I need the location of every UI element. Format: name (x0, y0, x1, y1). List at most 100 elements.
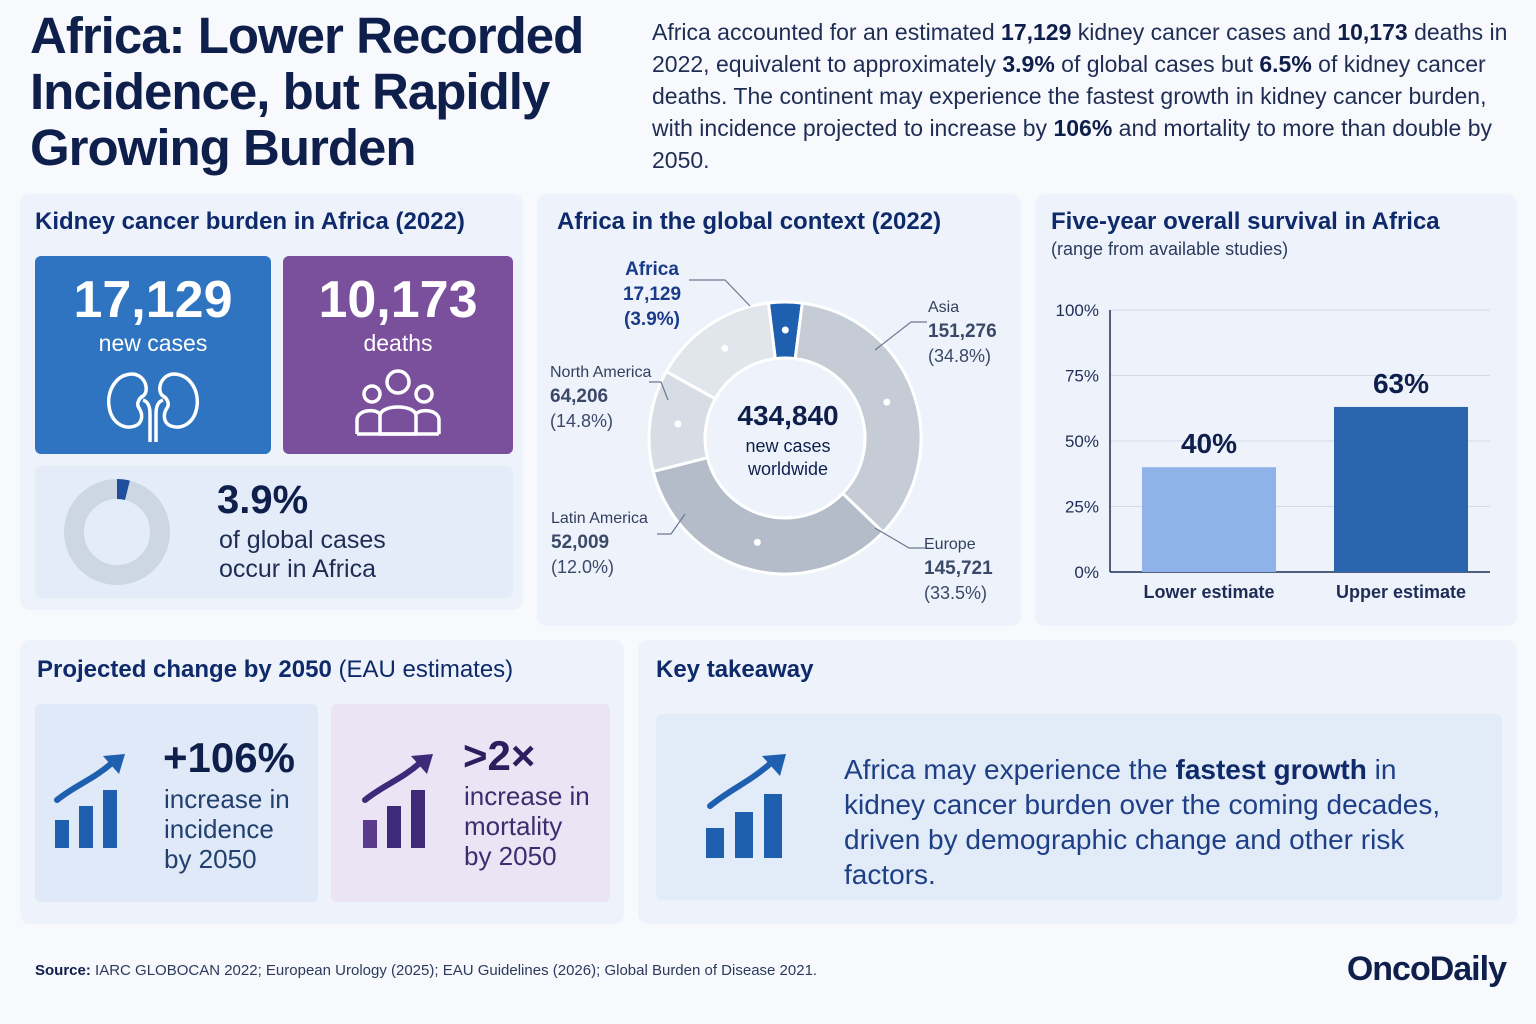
survival-bar-chart: 100% 75% 50% 25% 0% 40% Lower estimate 63% Upper… (1056, 301, 1490, 602)
people-icon (355, 369, 441, 436)
share-card: 3.9% of global cases occur in Africa (35, 466, 513, 598)
label-africa-name: Africa (625, 259, 679, 280)
donut-slice-asia (793, 301, 923, 535)
intro-segment: and mortality to more than double by 205… (652, 115, 1492, 173)
label-la-name: Latin America (551, 510, 648, 527)
cases-card: 17,129 new cases (35, 256, 271, 454)
burden-panel: Kidney cancer burden in Africa (2022) 17… (20, 194, 523, 610)
kidney-icon (106, 372, 200, 442)
label-la-value: 52,009 (551, 532, 610, 553)
x-tick-label: Lower estimate (1143, 582, 1274, 602)
takeaway-bold: fastest growth (1175, 754, 1367, 785)
deaths-value: 10,173 (318, 271, 478, 329)
incidence-line3: by 2050 (164, 844, 257, 874)
label-asia-name: Asia (928, 299, 960, 316)
takeaway-card (656, 714, 1502, 900)
global-donut-chart (647, 279, 927, 576)
donut-center: 434,840 new cases worldwide (718, 400, 858, 480)
projection-title-rest: (EAU estimates) (331, 656, 514, 683)
label-europe: Europe 145,721 (33.5%) (924, 533, 993, 605)
label-na-value: 64,206 (550, 386, 609, 407)
leader-line (874, 527, 925, 549)
intro-segment: 17,129 (1001, 19, 1072, 45)
mortality-card: >2× increase in mortality by 2050 (331, 704, 610, 902)
incidence-text: increase in incidence by 2050 (164, 784, 290, 874)
mortality-line1: increase in (464, 781, 590, 811)
intro-segment: Africa accounted for an estimated (652, 19, 1002, 45)
mortality-value: >2× (463, 732, 536, 779)
share-line2: occur in Africa (219, 555, 377, 583)
label-latin-america: Latin America 52,009 (12.0%) (551, 507, 648, 579)
share-donut (64, 479, 170, 585)
source-note: Source: IARC GLOBOCAN 2022; European Uro… (35, 962, 817, 979)
projection-title-bold: Projected change by 2050 (37, 656, 332, 683)
page-title: Africa: Lower Recorded Incidence, but Ra… (30, 7, 584, 176)
intro-segment: 6.5% (1259, 51, 1312, 77)
y-tick-label: 25% (1065, 498, 1099, 517)
projection-panel: Projected change by 2050 (EAU estimates)… (20, 640, 624, 924)
donut-slice-marker (721, 344, 729, 352)
label-europe-value: 145,721 (924, 558, 993, 579)
label-africa-pct: (3.9%) (624, 309, 680, 330)
donut-slice-marker (674, 420, 682, 428)
intro-segment: of global cases but (1054, 51, 1260, 77)
y-tick-label: 75% (1065, 367, 1099, 386)
label-europe-pct: (33.5%) (924, 583, 988, 603)
bar-value-label: 40% (1181, 428, 1237, 459)
intro-segment: deaths in 2022, equivalent to approximat… (652, 19, 1508, 77)
label-africa-value: 17,129 (622, 284, 682, 305)
bar-upper-estimate (1334, 406, 1468, 572)
bar-lower-estimate (1142, 467, 1276, 572)
burden-panel-title: Kidney cancer burden in Africa (2022) (35, 208, 465, 235)
label-na-pct: (14.8%) (550, 411, 614, 431)
donut-center-line1: new cases (745, 436, 831, 456)
share-line1: of global cases (219, 526, 386, 554)
y-tick-label: 50% (1065, 432, 1099, 451)
takeaway-panel-title: Key takeaway (656, 656, 814, 683)
growth-chart-icon-blue (54, 754, 125, 848)
y-tick-label: 0% (1074, 563, 1099, 582)
share-value: 3.9% (217, 478, 309, 522)
donut-slice-marker (753, 538, 761, 546)
x-tick-label: Upper estimate (1336, 582, 1466, 602)
y-tick-label: 100% (1056, 301, 1099, 320)
donut-center-value: 434,840 (737, 400, 839, 431)
donut-slice-europe (651, 455, 886, 576)
bar-value-label: 63% (1373, 368, 1429, 399)
leader-line (657, 513, 686, 535)
incidence-line1: increase in (164, 784, 290, 814)
growth-chart-icon-purple (362, 754, 433, 848)
oncodaily-logo: OncoDaily (1346, 950, 1507, 988)
donut-slice-marker (883, 398, 891, 406)
label-asia-pct: (34.8%) (928, 346, 992, 366)
survival-panel-subtitle: (range from available studies) (1051, 239, 1289, 259)
label-africa: Africa 17,129 (3.9%) (612, 257, 692, 332)
leader-line (874, 321, 927, 351)
source-label: Source: (35, 962, 91, 979)
source-text: IARC GLOBOCAN 2022; European Urology (20… (90, 962, 818, 979)
mortality-text: increase in mortality by 2050 (464, 781, 590, 871)
cases-value: 17,129 (73, 271, 233, 329)
donut-slice-marker (781, 326, 789, 334)
incidence-card: +106% increase in incidence by 2050 (35, 704, 318, 902)
deaths-card: 10,173 deaths (283, 256, 513, 454)
label-asia-value: 151,276 (928, 321, 997, 342)
deaths-label: deaths (363, 330, 433, 356)
donut-center-line2: worldwide (747, 459, 829, 479)
intro-paragraph: Africa accounted for an estimated 17,129… (652, 16, 1512, 176)
share-arc (116, 479, 130, 501)
incidence-line2: incidence (164, 814, 274, 844)
label-europe-name: Europe (924, 536, 976, 553)
takeaway-text: Africa may experience the fastest growth… (844, 752, 1484, 892)
label-la-pct: (12.0%) (551, 557, 615, 577)
intro-segment: of kidney cancer deaths. The continent m… (652, 51, 1487, 141)
intro-segment: 10,173 (1337, 19, 1408, 45)
donut-slice-north-america (664, 301, 777, 401)
mortality-line3: by 2050 (464, 841, 557, 871)
cases-label: new cases (98, 330, 208, 356)
leader-line (689, 279, 751, 307)
growth-chart-icon-takeaway (706, 754, 786, 858)
incidence-value: +106% (163, 734, 295, 781)
label-north-america: North America 64,206 (14.8%) (550, 361, 651, 433)
intro-segment: kidney cancer cases and (1071, 19, 1338, 45)
